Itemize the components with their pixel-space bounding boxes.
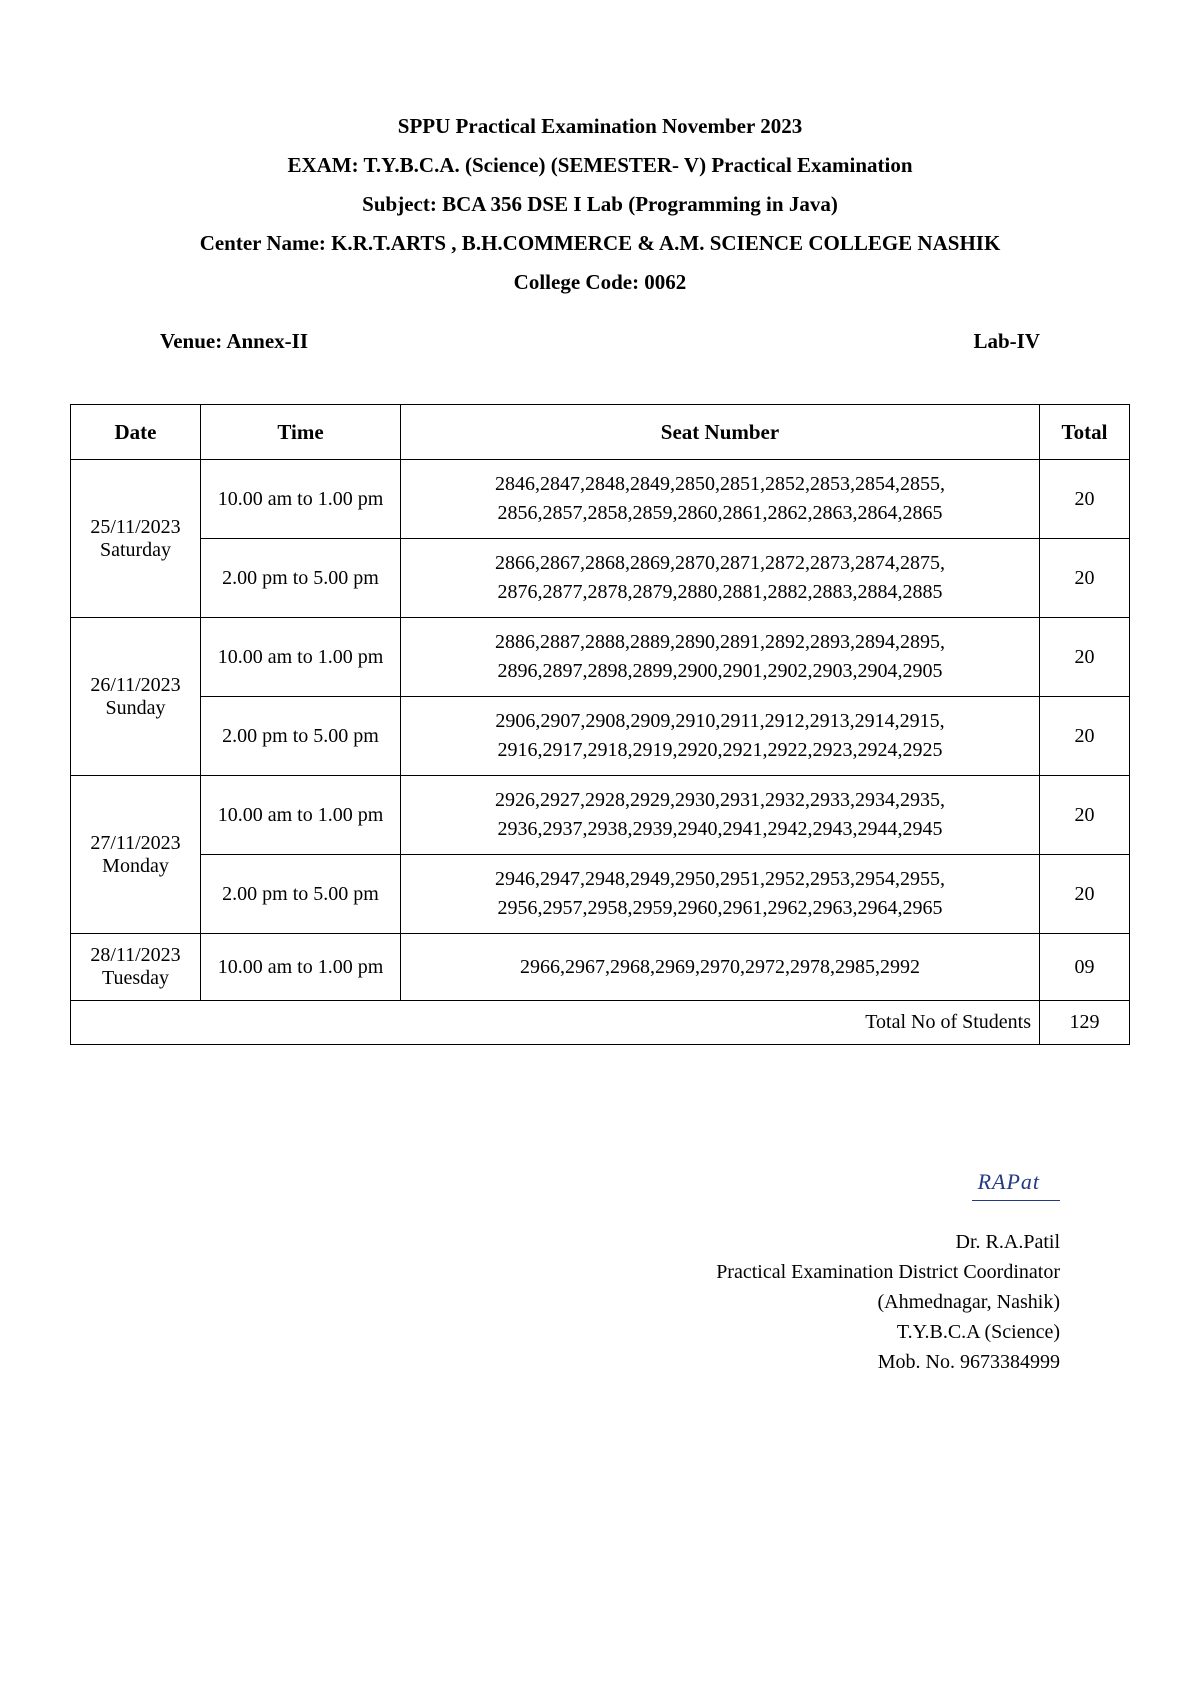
signatory-name: Dr. R.A.Patil	[956, 1231, 1060, 1253]
signature-mark-icon: RAPat	[972, 1165, 1060, 1201]
table-row: 26/11/2023 Sunday10.00 am to 1.00 pm2886…	[71, 618, 1130, 697]
footer-total-label: Total No of Students	[71, 1001, 1040, 1045]
cell-total: 20	[1040, 618, 1130, 697]
header-exam: EXAM: T.Y.B.C.A. (Science) (SEMESTER- V)…	[70, 153, 1130, 178]
lab-label: Lab-IV	[973, 329, 1040, 354]
cell-total: 20	[1040, 855, 1130, 934]
venue-label: Venue: Annex-II	[160, 329, 308, 354]
cell-time: 10.00 am to 1.00 pm	[201, 776, 401, 855]
cell-seat-numbers: 2846,2847,2848,2849,2850,2851,2852,2853,…	[401, 460, 1040, 539]
cell-seat-numbers: 2966,2967,2968,2969,2970,2972,2978,2985,…	[401, 934, 1040, 1001]
cell-time: 2.00 pm to 5.00 pm	[201, 539, 401, 618]
table-row: 28/11/2023 Tuesday10.00 am to 1.00 pm296…	[71, 934, 1130, 1001]
cell-seat-numbers: 2926,2927,2928,2929,2930,2931,2932,2933,…	[401, 776, 1040, 855]
cell-time: 2.00 pm to 5.00 pm	[201, 855, 401, 934]
table-header-row: Date Time Seat Number Total	[71, 405, 1130, 460]
signatory-mobile: Mob. No. 9673384999	[878, 1351, 1060, 1373]
signatory-role: Practical Examination District Coordinat…	[716, 1261, 1060, 1283]
col-header-total: Total	[1040, 405, 1130, 460]
cell-date: 25/11/2023 Saturday	[71, 460, 201, 618]
venue-lab-row: Venue: Annex-II Lab-IV	[70, 309, 1130, 384]
cell-time: 10.00 am to 1.00 pm	[201, 618, 401, 697]
document-header: SPPU Practical Examination November 2023…	[70, 114, 1130, 295]
cell-total: 09	[1040, 934, 1130, 1001]
cell-seat-numbers: 2886,2887,2888,2889,2890,2891,2892,2893,…	[401, 618, 1040, 697]
footer-total-value: 129	[1040, 1001, 1130, 1045]
col-header-seat: Seat Number	[401, 405, 1040, 460]
header-center: Center Name: K.R.T.ARTS , B.H.COMMERCE &…	[70, 231, 1130, 256]
cell-total: 20	[1040, 697, 1130, 776]
table-row: 25/11/2023 Saturday10.00 am to 1.00 pm28…	[71, 460, 1130, 539]
signatory-region: (Ahmednagar, Nashik)	[878, 1291, 1060, 1313]
col-header-time: Time	[201, 405, 401, 460]
signatory-program: T.Y.B.C.A (Science)	[897, 1321, 1060, 1343]
cell-total: 20	[1040, 460, 1130, 539]
header-subject: Subject: BCA 356 DSE I Lab (Programming …	[70, 192, 1130, 217]
table-row: 27/11/2023 Monday10.00 am to 1.00 pm2926…	[71, 776, 1130, 855]
cell-total: 20	[1040, 776, 1130, 855]
cell-time: 2.00 pm to 5.00 pm	[201, 697, 401, 776]
schedule-table: Date Time Seat Number Total 25/11/2023 S…	[70, 404, 1130, 1045]
header-college-code: College Code: 0062	[70, 270, 1130, 295]
cell-seat-numbers: 2946,2947,2948,2949,2950,2951,2952,2953,…	[401, 855, 1040, 934]
table-row: 2.00 pm to 5.00 pm2946,2947,2948,2949,29…	[71, 855, 1130, 934]
cell-total: 20	[1040, 539, 1130, 618]
table-row: 2.00 pm to 5.00 pm2906,2907,2908,2909,29…	[71, 697, 1130, 776]
cell-seat-numbers: 2906,2907,2908,2909,2910,2911,2912,2913,…	[401, 697, 1040, 776]
cell-time: 10.00 am to 1.00 pm	[201, 460, 401, 539]
cell-time: 10.00 am to 1.00 pm	[201, 934, 401, 1001]
header-title: SPPU Practical Examination November 2023	[70, 114, 1130, 139]
cell-date: 26/11/2023 Sunday	[71, 618, 201, 776]
cell-date: 27/11/2023 Monday	[71, 776, 201, 934]
signature-block: RAPat Dr. R.A.Patil Practical Examinatio…	[70, 1165, 1130, 1377]
cell-seat-numbers: 2866,2867,2868,2869,2870,2871,2872,2873,…	[401, 539, 1040, 618]
cell-date: 28/11/2023 Tuesday	[71, 934, 201, 1001]
table-footer-row: Total No of Students 129	[71, 1001, 1130, 1045]
col-header-date: Date	[71, 405, 201, 460]
table-row: 2.00 pm to 5.00 pm2866,2867,2868,2869,28…	[71, 539, 1130, 618]
